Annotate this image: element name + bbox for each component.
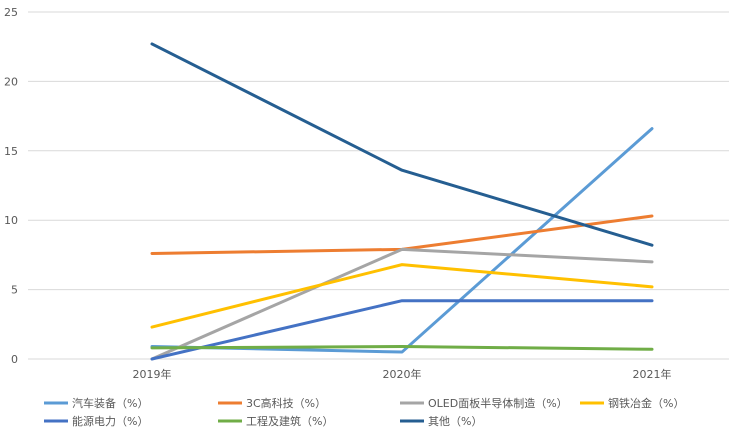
x-axis-tick-labels: 2019年 2020年 2021年: [133, 367, 672, 381]
legend-label-1: 3C高科技（%）: [246, 396, 326, 410]
y-tick-label: 5: [11, 284, 18, 297]
series-line-6: [150, 42, 654, 247]
legend-label-6: 其他（%）: [428, 415, 482, 428]
legend-label-5: 工程及建筑（%）: [246, 414, 333, 428]
y-tick-label: 0: [11, 353, 18, 366]
y-tick-label: 15: [4, 145, 18, 158]
legend-label-3: 钢铁冶金（%）: [608, 396, 684, 410]
series-line-0: [150, 127, 654, 354]
series-lines: [150, 42, 654, 361]
y-tick-label: 25: [4, 6, 18, 19]
y-axis-tick-labels: 0 5 10 15 20 25: [4, 6, 18, 366]
grid-lines: [28, 11, 729, 360]
series-line-3: [150, 263, 654, 329]
series-line-4: [150, 299, 654, 361]
x-tick-label: 2021年: [633, 367, 672, 381]
y-tick-label: 20: [4, 75, 18, 88]
x-tick-label: 2020年: [383, 367, 422, 381]
legend-label-0: 汽车装备（%）: [72, 396, 148, 410]
x-tick-label: 2019年: [133, 367, 172, 381]
legend: 汽车装备（%） 3C高科技（%） OLED面板半导体制造（%） 钢铁冶金（%） 能源电力…: [44, 396, 684, 428]
series-line-2: [150, 247, 654, 361]
series-line-5: [150, 345, 654, 351]
legend-label-4: 能源电力（%）: [72, 414, 148, 428]
legend-label-2: OLED面板半导体制造（%）: [428, 396, 568, 410]
y-tick-label: 10: [4, 214, 18, 227]
